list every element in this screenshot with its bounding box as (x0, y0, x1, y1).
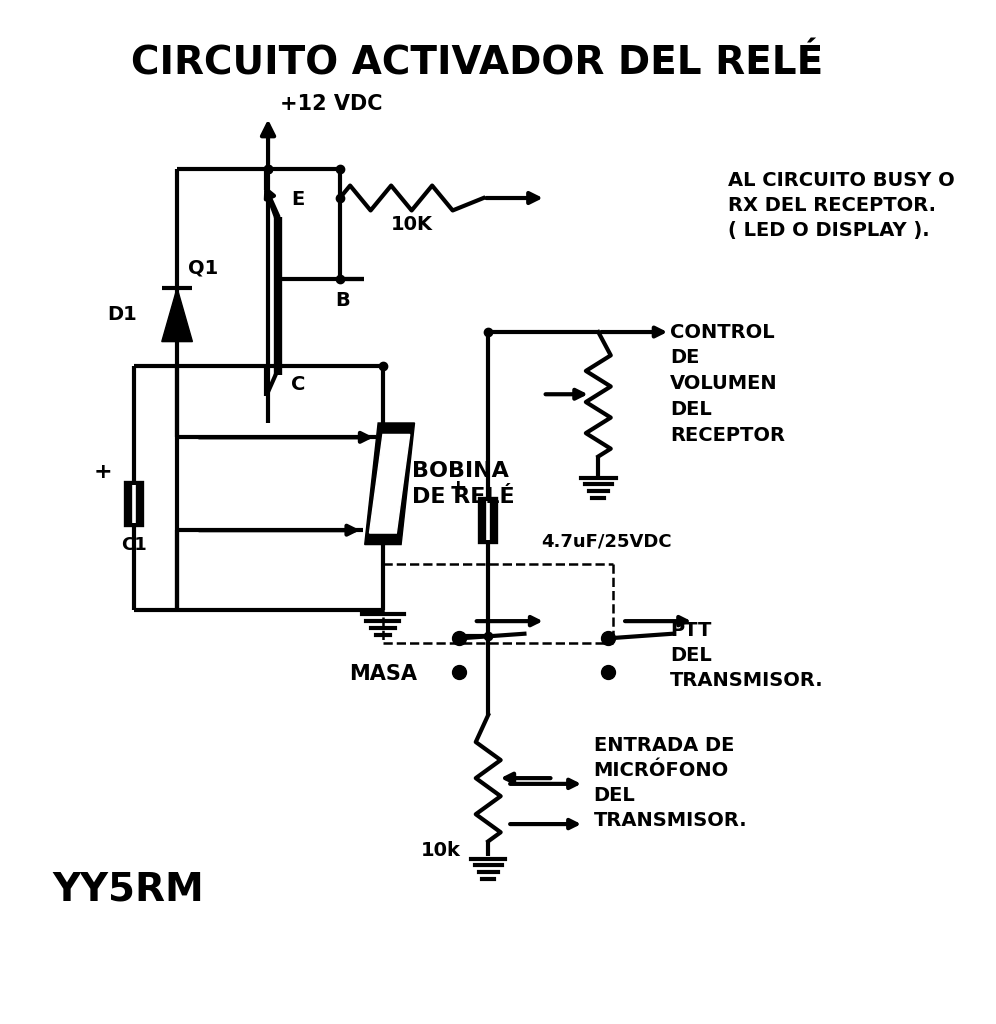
Text: DEL: DEL (670, 646, 712, 666)
Text: DEL: DEL (594, 785, 635, 805)
Polygon shape (365, 423, 414, 545)
Text: +: + (448, 478, 467, 498)
Text: C1: C1 (122, 536, 146, 554)
Text: BOBINA: BOBINA (411, 461, 509, 481)
Text: YY5RM: YY5RM (53, 870, 204, 908)
Text: AL CIRCUITO BUSY O: AL CIRCUITO BUSY O (727, 171, 954, 190)
Text: E: E (291, 190, 304, 210)
Text: MASA: MASA (349, 664, 417, 684)
Text: ( LED O DISPLAY ).: ( LED O DISPLAY ). (727, 221, 929, 240)
Text: DE RELÉ: DE RELÉ (411, 486, 514, 507)
Text: 10K: 10K (390, 215, 432, 234)
Text: B: B (335, 291, 350, 310)
Text: ENTRADA DE: ENTRADA DE (594, 736, 734, 755)
Text: DE: DE (670, 348, 699, 368)
Text: DEL: DEL (670, 400, 712, 419)
Polygon shape (161, 288, 192, 342)
Text: D1: D1 (108, 305, 136, 325)
Text: RECEPTOR: RECEPTOR (670, 426, 785, 444)
Text: +: + (94, 462, 113, 482)
Text: 10k: 10k (420, 842, 460, 860)
Text: VOLUMEN: VOLUMEN (670, 374, 778, 393)
Text: +12 VDC: +12 VDC (280, 94, 382, 115)
Text: C: C (291, 375, 306, 394)
Text: Q1: Q1 (188, 258, 218, 278)
Text: CIRCUITO ACTIVADOR DEL RELÉ: CIRCUITO ACTIVADOR DEL RELÉ (130, 45, 823, 83)
Text: 4.7uF/25VDC: 4.7uF/25VDC (541, 532, 671, 551)
Text: PTT: PTT (670, 622, 711, 640)
Text: TRANSMISOR.: TRANSMISOR. (670, 671, 824, 690)
Text: CONTROL: CONTROL (670, 323, 775, 342)
Text: RX DEL RECEPTOR.: RX DEL RECEPTOR. (727, 197, 935, 215)
Polygon shape (370, 434, 409, 534)
Text: TRANSMISOR.: TRANSMISOR. (594, 811, 747, 829)
Text: MICRÓFONO: MICRÓFONO (594, 761, 729, 780)
